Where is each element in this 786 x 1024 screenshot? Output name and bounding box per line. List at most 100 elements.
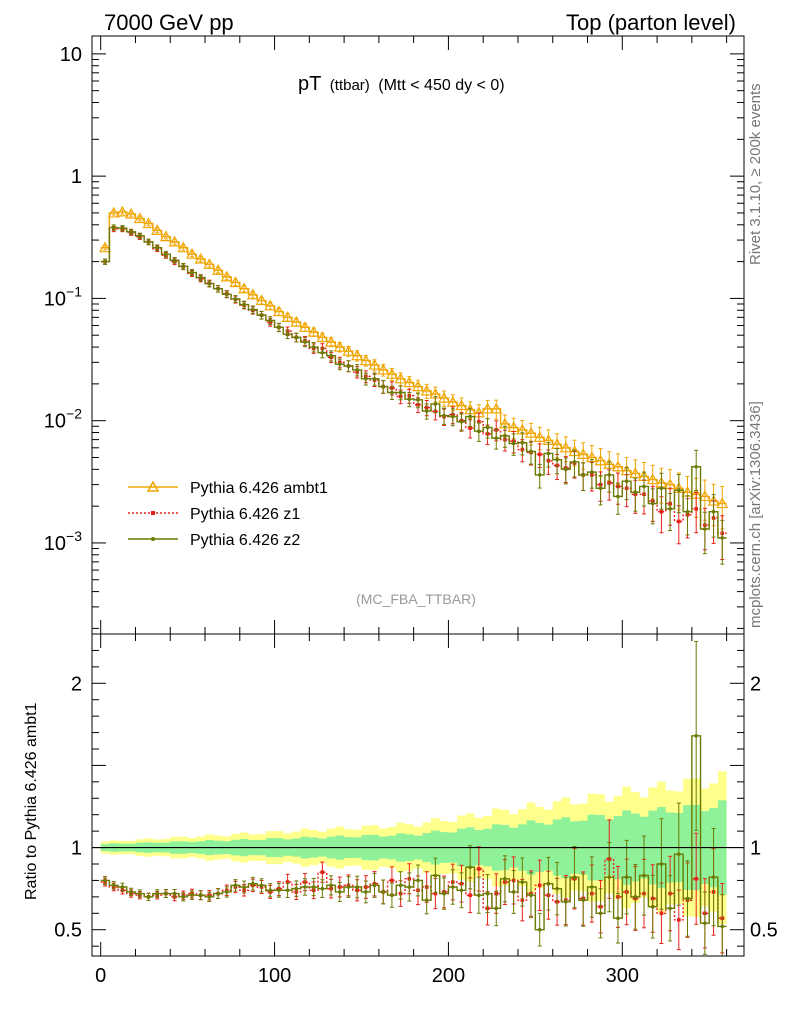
data-point <box>159 230 172 242</box>
ratio-point <box>520 880 525 884</box>
data-point <box>290 315 303 327</box>
data-point <box>116 205 129 217</box>
data-point <box>407 397 412 401</box>
data-point <box>251 307 255 312</box>
ratio-point <box>624 875 629 879</box>
data-point <box>355 368 359 372</box>
ratio-point <box>720 924 725 929</box>
data-point <box>468 414 472 419</box>
ratio-point <box>581 898 585 902</box>
data-point <box>129 230 133 234</box>
ratio-point <box>572 875 577 879</box>
ratio-point <box>198 893 203 898</box>
legend-entry-z1: Pythia 6.426 z1 <box>128 506 300 523</box>
data-point <box>268 318 273 323</box>
data-point <box>711 509 716 514</box>
legend-entry-z2: Pythia 6.426 z2 <box>128 532 300 549</box>
data-point <box>633 490 638 495</box>
data-point <box>598 486 603 491</box>
data-point <box>450 414 455 419</box>
data-point <box>468 426 472 430</box>
ratio-point <box>181 895 186 899</box>
data-point <box>138 234 142 238</box>
data-point <box>494 436 499 440</box>
ratio-point <box>659 862 664 866</box>
ratio-point <box>668 906 672 911</box>
ratio-axes: 0.5 0.5 1 1 2 2 0 100 200 300 <box>54 633 778 987</box>
plot-title: pT (ttbar) (Mtt < 450 dy < 0) <box>298 73 505 95</box>
data-point <box>259 313 264 317</box>
data-point <box>646 473 659 485</box>
data-point <box>220 270 233 282</box>
data-point <box>694 507 698 511</box>
data-point <box>107 206 120 218</box>
ratio-x-tick-label: 0 <box>95 965 106 987</box>
ratio-point <box>407 885 412 889</box>
ratio-series-z2 <box>100 640 727 957</box>
data-point <box>481 402 494 414</box>
data-point <box>190 270 194 275</box>
ratio-point <box>138 891 142 896</box>
data-point <box>320 350 325 355</box>
ratio-point <box>242 885 246 889</box>
ratio-y-tick-label-right: 0.5 <box>750 920 778 942</box>
ratio-y-tick-label: 0.5 <box>54 920 82 942</box>
data-point <box>555 457 559 462</box>
data-point <box>168 235 181 247</box>
legend-label-z2: Pythia 6.426 z2 <box>190 532 300 549</box>
ratio-point <box>129 890 133 894</box>
data-point <box>616 494 620 499</box>
data-point <box>590 470 594 474</box>
ratio-ylabel: Ratio to Pythia 6.426 ambt1 <box>23 702 40 900</box>
ratio-x-tick-label: 100 <box>258 965 291 987</box>
data-point <box>537 452 542 457</box>
data-point <box>255 294 268 306</box>
data-point <box>181 264 186 269</box>
ratio-point <box>233 883 238 888</box>
data-point <box>311 345 316 349</box>
data-point <box>503 434 507 438</box>
ratio-point <box>320 886 325 891</box>
data-point <box>177 241 190 253</box>
data-point <box>685 509 690 514</box>
rivet-label: Rivet 3.1.10, ≥ 200k events <box>747 83 764 265</box>
data-point <box>511 441 516 446</box>
data-point <box>581 473 585 477</box>
series-z2 <box>100 224 727 565</box>
ratio-point <box>494 906 499 911</box>
mcplots-label: mcplots.cern.ch [arXiv:1306.3436] <box>747 401 764 628</box>
data-point <box>364 377 368 381</box>
ratio-point <box>329 883 333 888</box>
ratio-point <box>477 867 481 871</box>
data-point <box>281 311 294 322</box>
ratio-point <box>320 870 325 875</box>
legend-label-z1: Pythia 6.426 z1 <box>190 506 300 523</box>
ratio-point <box>703 921 707 925</box>
data-point <box>146 240 151 244</box>
data-point <box>424 409 429 413</box>
ratio-point <box>433 873 438 878</box>
data-point <box>229 276 242 288</box>
data-point <box>277 325 281 330</box>
ratio-y-tick-label: 1 <box>71 838 82 860</box>
ratio-point <box>337 890 342 894</box>
ratio-point <box>285 880 290 884</box>
ratio-point <box>537 883 542 888</box>
data-point <box>677 519 681 524</box>
legend-dot-marker <box>151 537 155 541</box>
main-y-tick-label: 10−2 <box>44 406 82 433</box>
data-point <box>577 448 590 459</box>
data-point <box>272 305 285 317</box>
data-point <box>185 247 198 259</box>
ratio-point <box>146 895 151 899</box>
data-point <box>298 321 312 332</box>
data-point <box>572 460 577 464</box>
ratio-point <box>190 893 194 898</box>
data-point <box>459 419 464 424</box>
title-subscript: (ttbar) <box>330 77 370 94</box>
data-point <box>703 527 707 531</box>
data-point <box>337 362 342 366</box>
main-axes: 10−3 10−2 10−1 1 10 <box>44 36 744 634</box>
data-point <box>285 332 290 336</box>
ratio-point <box>694 876 698 881</box>
